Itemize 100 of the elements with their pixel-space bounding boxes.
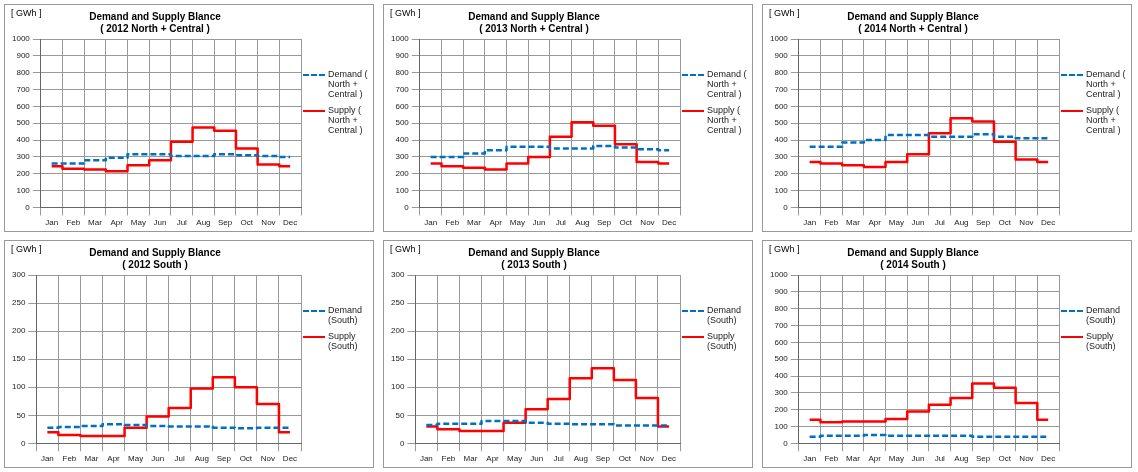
y-tick-label: 500 xyxy=(774,354,789,364)
x-tick-label: Dec xyxy=(283,218,298,228)
chart-subtitle: ( 2012 North + Central ) xyxy=(100,22,210,34)
legend-label: Supply (South) xyxy=(707,331,738,351)
x-tick-label: Dec xyxy=(662,218,677,228)
x-tick-label: Jul xyxy=(553,454,565,464)
y-tick-label: 250 xyxy=(390,298,405,308)
y-tick-label: 1000 xyxy=(12,34,31,44)
legend-label: Demand (South) xyxy=(1086,305,1122,325)
y-tick-label: 100 xyxy=(16,185,31,195)
y-axis-title: [ GWh ] xyxy=(11,244,42,254)
x-tick-label: Apr xyxy=(489,218,503,228)
x-tick-label: Jan xyxy=(419,454,433,464)
x-tick-label: Mar xyxy=(846,454,861,464)
x-tick-label: Dec xyxy=(1041,454,1056,464)
legend-label: Demand ( North + Central ) xyxy=(707,69,748,99)
y-tick-label: 100 xyxy=(774,185,789,195)
y-tick-label: 700 xyxy=(395,84,410,94)
legend-label: Supply (South) xyxy=(328,331,359,351)
chart-subtitle: ( 2013 North + Central ) xyxy=(479,22,589,34)
y-tick-label: 600 xyxy=(395,101,410,111)
y-tick-label: 100 xyxy=(395,185,410,195)
x-tick-label: Oct xyxy=(618,454,632,464)
chart-title: Demand and Supply Blance xyxy=(847,10,980,22)
x-tick-label: Aug xyxy=(573,454,588,464)
y-tick-label: 600 xyxy=(16,101,31,111)
y-tick-label: 300 xyxy=(16,152,31,162)
x-tick-label: Nov xyxy=(260,454,276,464)
y-tick-label: 200 xyxy=(11,326,26,336)
x-tick-label: Apr xyxy=(868,218,882,228)
chart-subtitle: ( 2014 South ) xyxy=(880,258,946,270)
y-tick-label: 0 xyxy=(404,202,410,212)
y-tick-label: 200 xyxy=(390,326,405,336)
y-axis-title: [ GWh ] xyxy=(390,8,421,18)
x-tick-label: Feb xyxy=(441,454,456,464)
x-tick-label: Jan xyxy=(40,454,54,464)
y-tick-label: 300 xyxy=(395,152,410,162)
y-tick-label: 150 xyxy=(390,354,405,364)
x-tick-label: Dec xyxy=(282,454,298,464)
x-tick-label: Jan xyxy=(45,218,59,228)
x-tick-label: Oct xyxy=(998,454,1012,464)
x-tick-label: Jul xyxy=(555,218,567,228)
chart-subtitle: ( 2012 South ) xyxy=(122,258,188,270)
legend-label: Supply (South) xyxy=(1086,331,1117,351)
x-tick-label: Jan xyxy=(803,454,817,464)
x-tick-label: Jun xyxy=(153,218,167,228)
legend-label: Demand ( North + Central ) xyxy=(1086,69,1127,99)
x-tick-label: Oct xyxy=(998,218,1012,228)
x-tick-label: Apr xyxy=(486,454,500,464)
x-tick-label: May xyxy=(888,454,904,464)
x-tick-label: Apr xyxy=(868,454,882,464)
x-tick-label: Sep xyxy=(216,454,232,464)
y-tick-label: 250 xyxy=(11,298,26,308)
x-tick-label: Feb xyxy=(824,218,839,228)
x-tick-label: Feb xyxy=(445,218,460,228)
x-tick-label: Aug xyxy=(954,454,969,464)
x-tick-label: Mar xyxy=(84,454,99,464)
y-tick-label: 50 xyxy=(16,410,26,420)
y-tick-label: 0 xyxy=(20,438,26,448)
y-tick-label: 800 xyxy=(774,67,789,77)
x-tick-label: May xyxy=(888,218,904,228)
x-tick-label: Aug xyxy=(954,218,969,228)
y-tick-label: 300 xyxy=(390,270,405,280)
y-axis-title: [ GWh ] xyxy=(769,244,800,254)
x-tick-label: May xyxy=(507,454,523,464)
x-tick-label: Oct xyxy=(619,218,633,228)
x-tick-label: Jun xyxy=(530,454,544,464)
x-tick-label: Mar xyxy=(467,218,482,228)
x-tick-label: May xyxy=(128,454,144,464)
x-tick-label: Jul xyxy=(176,218,188,228)
y-tick-label: 600 xyxy=(774,101,789,111)
y-axis-title: [ GWh ] xyxy=(390,244,421,254)
y-axis-title: [ GWh ] xyxy=(11,8,42,18)
y-tick-label: 800 xyxy=(16,67,31,77)
x-tick-label: Jun xyxy=(532,218,546,228)
chart-title: Demand and Supply Blance xyxy=(468,246,601,258)
x-tick-label: Nov xyxy=(1019,218,1034,228)
legend-label: Demand (South) xyxy=(707,305,743,325)
legend-label: Demand (South) xyxy=(328,305,364,325)
y-tick-label: 800 xyxy=(395,67,410,77)
y-tick-label: 300 xyxy=(774,152,789,162)
x-tick-label: Sep xyxy=(596,218,612,228)
legend-label: Supply ( North + Central ) xyxy=(1086,105,1122,135)
y-tick-label: 300 xyxy=(774,388,789,398)
x-tick-label: Dec xyxy=(661,454,677,464)
y-tick-label: 900 xyxy=(774,287,789,297)
x-tick-label: May xyxy=(509,218,525,228)
chart-title: Demand and Supply Blance xyxy=(847,246,980,258)
x-tick-label: Jun xyxy=(151,454,165,464)
x-tick-label: Dec xyxy=(1041,218,1056,228)
y-tick-label: 200 xyxy=(774,168,789,178)
y-tick-label: 900 xyxy=(395,51,410,61)
y-tick-label: 1000 xyxy=(391,34,410,44)
y-tick-label: 700 xyxy=(16,84,31,94)
y-tick-label: 0 xyxy=(399,438,405,448)
y-tick-label: 900 xyxy=(774,51,789,61)
legend-label: Supply ( North + Central ) xyxy=(707,105,743,135)
x-tick-label: Feb xyxy=(824,454,839,464)
y-tick-label: 200 xyxy=(16,168,31,178)
chart-title: Demand and Supply Blance xyxy=(89,246,222,258)
